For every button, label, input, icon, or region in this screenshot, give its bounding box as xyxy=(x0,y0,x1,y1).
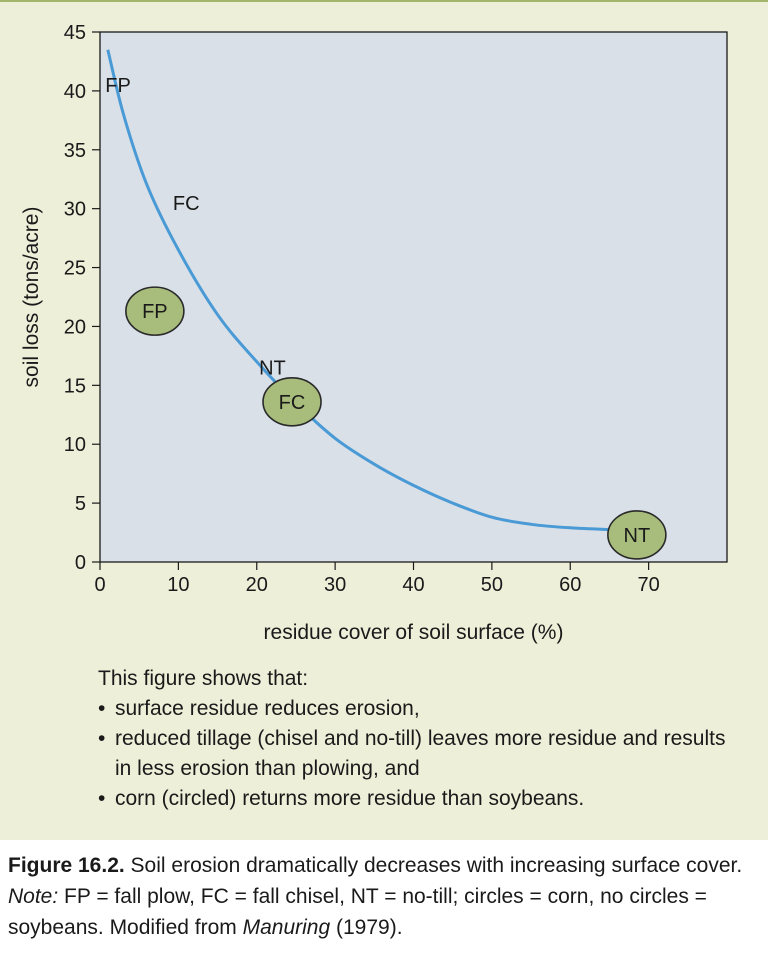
caption-text: FP = fall plow, FC = fall chisel, NT = n… xyxy=(8,885,707,939)
corn-marker-label: FC xyxy=(279,392,306,414)
y-tick-label: 10 xyxy=(64,434,86,456)
x-tick-label: 10 xyxy=(167,574,189,596)
y-tick-label: 5 xyxy=(75,493,86,515)
y-axis-label: soil loss (tons/acre) xyxy=(20,207,43,388)
x-tick-label: 30 xyxy=(324,574,346,596)
soil-loss-curve xyxy=(106,49,633,532)
corn-marker-label: NT xyxy=(624,525,651,547)
y-tick-label: 40 xyxy=(64,81,86,103)
x-tick-label: 40 xyxy=(402,574,424,596)
soybean-marker-label: FP xyxy=(105,75,131,97)
notes-intro: This figure shows that: xyxy=(98,667,309,690)
plot-area xyxy=(99,31,728,563)
figure-notes: This figure shows that: surface residue … xyxy=(98,664,738,814)
x-axis-label: residue cover of soil surface (%) xyxy=(264,621,564,644)
y-tick-label: 30 xyxy=(64,199,86,221)
notes-list: surface residue reduces erosion, reduced… xyxy=(98,694,738,814)
y-tick-label: 35 xyxy=(64,140,86,162)
corn-marker-circle xyxy=(125,286,185,336)
y-tick-label: 20 xyxy=(64,316,86,338)
caption-text: (1979). xyxy=(330,916,403,939)
soil-loss-chart: 0 5 10 15 20 25 30 35 40 45 0 10 20 30 40 50 60 70 residue… xyxy=(20,22,728,644)
corn-marker-label: FP xyxy=(142,301,168,323)
soybean-marker-label: NT xyxy=(259,358,286,380)
x-tick-label: 50 xyxy=(481,574,503,596)
caption-note-label: Note: xyxy=(8,885,59,908)
y-tick-label: 25 xyxy=(64,258,86,280)
y-tick-label: 45 xyxy=(64,22,86,44)
x-tick-label: 0 xyxy=(94,574,105,596)
caption-source-title: Manuring xyxy=(242,916,331,939)
soybean-marker-label: FC xyxy=(173,193,200,215)
x-tick-label: 20 xyxy=(246,574,268,596)
caption-text: Soil erosion dramatically decreases with… xyxy=(124,854,743,877)
figure-number: Figure 16.2. xyxy=(8,854,125,877)
corn-marker-circle xyxy=(607,510,667,560)
corn-marker-circle xyxy=(262,377,322,427)
x-tick-label: 70 xyxy=(638,574,660,596)
figure-panel: 0 5 10 15 20 25 30 35 40 45 0 10 20 30 40 50 60 70 residue… xyxy=(0,0,768,840)
notes-bullet: surface residue reduces erosion, xyxy=(98,694,738,724)
notes-bullet: corn (circled) returns more residue than… xyxy=(98,784,738,814)
figure-caption: Figure 16.2. Soil erosion dramatically d… xyxy=(8,850,760,943)
y-tick-label: 15 xyxy=(64,375,86,397)
notes-bullet: reduced tillage (chisel and no-till) lea… xyxy=(98,724,738,784)
y-tick-label: 0 xyxy=(75,552,86,574)
x-tick-label: 60 xyxy=(559,574,581,596)
